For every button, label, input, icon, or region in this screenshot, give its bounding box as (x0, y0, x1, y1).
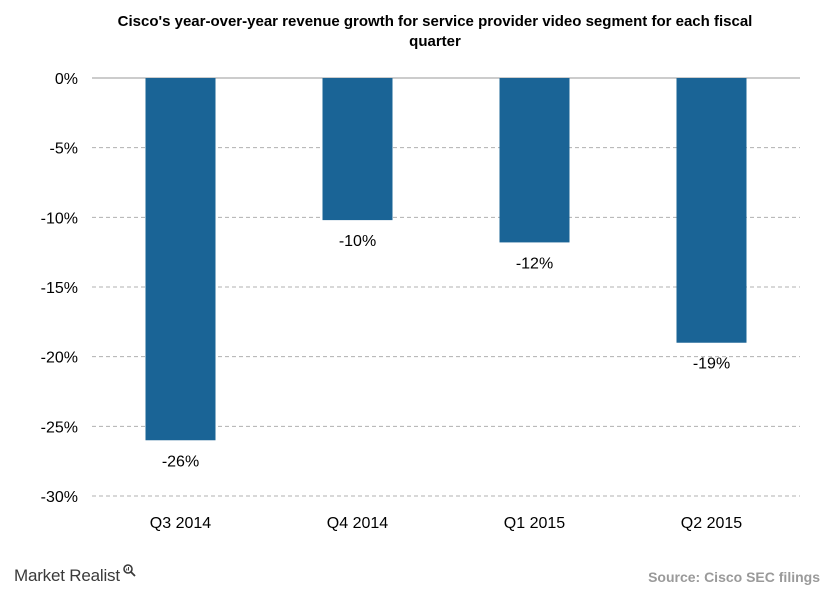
data-label: -19% (693, 356, 730, 373)
x-tick-label: Q4 2014 (327, 515, 388, 532)
market-realist-logo: Market Realist (14, 564, 136, 586)
x-tick-label: Q1 2015 (504, 515, 565, 532)
chart-title: Cisco's year-over-year revenue growth fo… (117, 13, 753, 50)
y-tick-label: -5% (50, 141, 78, 158)
y-tick-label: -20% (41, 350, 78, 367)
magnifier-icon (122, 562, 136, 582)
source-note: Source: Cisco SEC filings (648, 569, 820, 585)
data-label: -10% (339, 233, 376, 250)
bar-q3-2014 (145, 78, 216, 441)
data-labels: -26% -10% -12% -19% (162, 233, 730, 470)
bar-q1-2015 (499, 78, 570, 243)
y-tick-label: 0% (55, 71, 78, 88)
data-label: -12% (516, 255, 553, 272)
bar-q2-2015 (676, 78, 747, 343)
y-tick-label: -10% (41, 210, 78, 227)
x-tick-label: Q3 2014 (150, 515, 211, 532)
y-tick-label: -30% (41, 489, 78, 506)
bar-q4-2014 (322, 78, 393, 221)
y-tick-label: -25% (41, 419, 78, 436)
data-label: -26% (162, 453, 199, 470)
brand-name: Market Realist (14, 566, 120, 585)
axes: 0% -5% -10% -15% -20% -25% -30% Q3 2014 Q4 2014 Q… (41, 71, 800, 532)
x-tick-label: Q2 2015 (681, 515, 742, 532)
bars (145, 78, 747, 441)
y-tick-label: -15% (41, 280, 78, 297)
